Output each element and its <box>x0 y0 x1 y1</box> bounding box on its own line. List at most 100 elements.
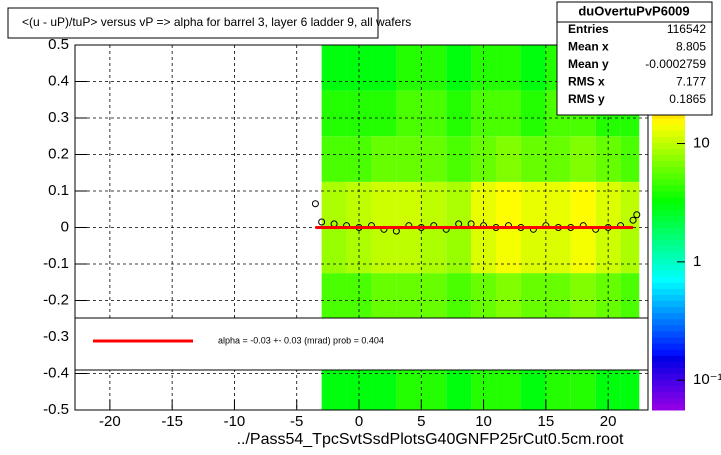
palette-strip <box>652 154 685 162</box>
heat-cell <box>321 364 347 410</box>
heat-cell <box>421 45 447 91</box>
palette-strip <box>652 215 685 222</box>
x-tick-label: 10 <box>475 413 492 430</box>
heat-cell <box>496 181 521 228</box>
palette-strip <box>652 337 685 344</box>
stats-title: duOvertuPvP6009 <box>578 3 689 18</box>
palette-strip <box>652 403 685 411</box>
heat-cell <box>446 364 472 410</box>
heat-cell <box>496 227 521 274</box>
palette-strip <box>652 160 685 168</box>
heat-cell <box>570 227 596 274</box>
heat-cell <box>371 90 397 137</box>
palette-strip <box>652 257 685 265</box>
palette-strip <box>652 349 685 356</box>
heat-cell <box>371 364 397 410</box>
palette-strip <box>652 288 685 295</box>
heat-cell <box>520 90 546 137</box>
frame <box>74 44 649 411</box>
legend-text: alpha = -0.03 +- 0.03 (mrad) prob = 0.40… <box>218 335 384 345</box>
palette-strip <box>652 379 685 387</box>
palette-strip <box>652 385 685 393</box>
stats-box <box>556 1 713 116</box>
heat-cell <box>570 364 596 410</box>
heat-cell <box>371 181 397 228</box>
x-tick-label: 5 <box>417 413 425 430</box>
heat-cell <box>520 227 546 274</box>
title-box <box>7 7 379 39</box>
palette-strip <box>652 118 685 125</box>
heat-cell <box>421 273 447 319</box>
heat-cell <box>620 273 640 319</box>
heat-cell <box>620 181 640 228</box>
palette-strip <box>652 330 685 338</box>
palette-strip <box>652 166 685 174</box>
x-tick-label: -15 <box>161 413 183 430</box>
heat-cell <box>545 181 571 228</box>
stats-value: 8.805 <box>676 40 706 54</box>
heat-cell <box>446 227 472 274</box>
stats-value: 0.1865 <box>669 92 706 106</box>
palette-strip <box>652 233 685 241</box>
y-tick-label: 0.2 <box>48 145 69 162</box>
heat-cell <box>570 136 596 182</box>
heat-cell <box>371 273 397 319</box>
palette-strip <box>652 184 685 192</box>
heat-cell <box>396 227 422 274</box>
z-tick-label: 10⁻¹ <box>693 371 721 388</box>
x-axis-label: ../Pass54_TpcSvtSsdPlotsG40GNFP25rCut0.5… <box>237 431 624 448</box>
x-tick-label: -5 <box>290 413 303 430</box>
heat-cell <box>570 181 596 228</box>
overlay: <(u - uP)/tuP> versus vP => alpha for ba… <box>7 1 713 448</box>
heat-cell <box>371 45 397 91</box>
palette-strip <box>652 306 685 314</box>
palette-strip <box>652 172 685 180</box>
heat-cell <box>321 136 347 182</box>
palette-strip <box>652 136 685 143</box>
palette-strip <box>652 227 685 235</box>
heat-cell <box>421 136 447 182</box>
heat-cell <box>520 181 546 228</box>
stats-name: Entries <box>568 22 609 36</box>
heat-cell <box>321 227 347 274</box>
stats-name: Mean x <box>568 40 609 54</box>
profile-point <box>311 200 319 208</box>
palette-strip <box>652 373 685 381</box>
heat-cell <box>545 227 571 274</box>
heat-cell <box>371 227 397 274</box>
heat-cell <box>396 90 422 137</box>
heat-cell <box>321 181 347 228</box>
stats-name: RMS x <box>568 75 605 89</box>
heat-cell <box>520 45 546 91</box>
y-tick-label: 0 <box>61 218 69 235</box>
palette-strip <box>652 264 685 271</box>
z-tick-label: 1 <box>693 253 701 270</box>
heat-cell <box>446 136 472 182</box>
y-tick-label: -0.3 <box>43 328 69 345</box>
heat-cell <box>520 273 546 319</box>
heat-cell <box>396 181 422 228</box>
heat-cell <box>321 273 347 319</box>
palette-strip <box>652 209 685 216</box>
heat-cell <box>570 273 596 319</box>
y-tick-label: 0.3 <box>48 109 69 126</box>
heat-cell <box>496 90 521 137</box>
y-tick-label: -0.5 <box>43 401 69 418</box>
heat-cell <box>446 273 472 319</box>
stats-name: RMS y <box>568 92 605 106</box>
palette-strip <box>652 142 685 149</box>
palette-strip <box>652 191 685 198</box>
palette-strip <box>652 282 685 289</box>
x-tick-label: 0 <box>355 413 363 430</box>
heat-cell <box>545 364 571 410</box>
palette-strip <box>652 343 685 350</box>
heat-cell <box>545 273 571 319</box>
palette-strip <box>652 148 685 155</box>
palette-strip <box>652 239 685 247</box>
palette-strip <box>652 300 685 308</box>
palette-strip <box>652 397 685 405</box>
heat-cell <box>520 364 546 410</box>
y-tick-label: 0.1 <box>48 182 69 199</box>
heat-cell <box>496 364 521 410</box>
heat-cell <box>421 90 447 137</box>
